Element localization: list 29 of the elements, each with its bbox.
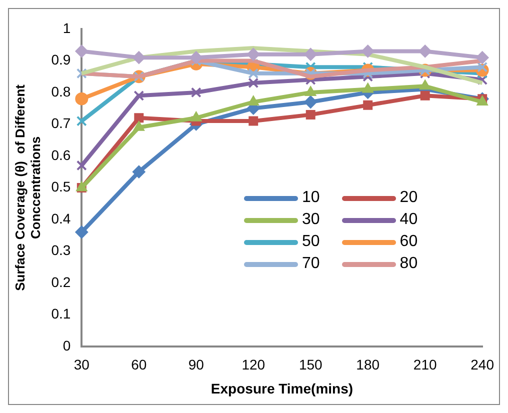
y-tick-label: 0.6 (51, 146, 71, 163)
legend-label: 80 (400, 255, 418, 273)
legend-label: 10 (302, 189, 320, 207)
x-tick-label: 150 (298, 356, 322, 373)
x-axis-title: Exposure Time(mins) (210, 380, 354, 396)
x-tick-label: 210 (413, 356, 437, 373)
y-tick-label: 0.1 (51, 306, 71, 322)
y-axis-title: Surface Coverage (θ) of Different Conccentrations (12, 84, 43, 291)
y-tick-label: 1 (62, 20, 71, 36)
x-tick-label: 240 (470, 356, 494, 373)
y-tick-label: 0.5 (51, 178, 71, 195)
legend-label: 40 (400, 211, 418, 229)
y-tick-label: 0.8 (51, 83, 71, 100)
legend-label: 50 (302, 233, 320, 251)
x-tick-label: 60 (131, 356, 147, 373)
y-tick-label: 0.4 (51, 210, 71, 226)
x-tick-label: 90 (188, 356, 204, 373)
legend-label: 60 (400, 233, 418, 251)
y-tick-label: 0 (62, 337, 71, 354)
y-tick-label: 0.9 (51, 52, 71, 68)
legend-label: 30 (302, 211, 320, 229)
x-tick-label: 180 (356, 356, 380, 373)
x-tick-label: 30 (74, 356, 90, 373)
y-tick-label: 0.7 (51, 115, 71, 132)
x-tick-label: 120 (242, 356, 266, 373)
y-tick-label: 0.2 (51, 274, 71, 290)
y-tick-label: 0.3 (51, 242, 71, 258)
legend-label: 20 (400, 189, 418, 207)
legend-label: 70 (302, 255, 320, 273)
